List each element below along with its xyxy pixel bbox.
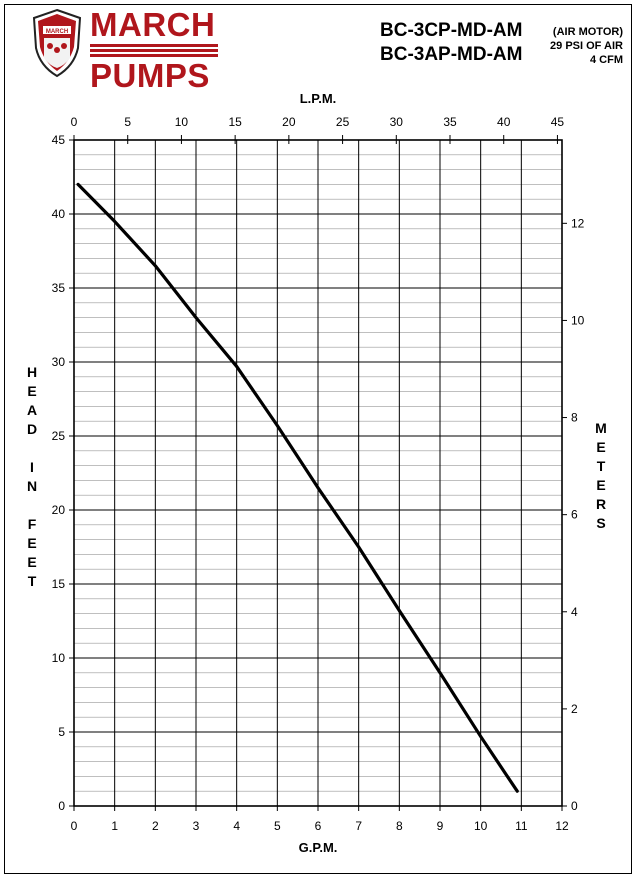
x-tick-label: 10: [474, 819, 488, 833]
x-axis-label-top: L.P.M.: [300, 91, 337, 106]
top-tick-label: 5: [124, 115, 131, 129]
y-tick-label: 20: [52, 503, 66, 517]
right-tick-label: 8: [571, 411, 578, 425]
brand-pumps: PUMPS: [90, 57, 210, 94]
y-tick-label: 0: [58, 799, 65, 813]
x-tick-label: 6: [315, 819, 322, 833]
right-tick-label: 4: [571, 605, 578, 619]
data-point: [195, 316, 197, 319]
brand-stripe-1: [90, 44, 218, 47]
right-tick-label: 6: [571, 508, 578, 522]
data-point: [317, 487, 319, 489]
top-tick-label: 20: [282, 115, 296, 129]
data-point: [439, 672, 441, 674]
x-tick-label: 5: [274, 819, 281, 833]
y-tick-label: 25: [52, 429, 66, 443]
y-axis-label-right: M E T E R S: [595, 420, 607, 531]
right-tick-label: 0: [571, 799, 578, 813]
brand-march: MARCH: [90, 6, 216, 43]
x-tick-label: 7: [355, 819, 362, 833]
air-flow: 4 CFM: [590, 54, 623, 66]
x-tick-label: 1: [111, 819, 118, 833]
data-point: [235, 365, 238, 368]
x-tick-label: 3: [193, 819, 200, 833]
x-tick-label: 8: [396, 819, 403, 833]
top-tick-label: 35: [443, 115, 457, 129]
y-tick-label: 40: [52, 207, 66, 221]
top-tick-label: 10: [175, 115, 189, 129]
data-point: [398, 609, 401, 612]
air-pressure: 29 PSI OF AIR: [550, 40, 623, 52]
y-tick-label: 30: [52, 355, 66, 369]
data-point: [516, 790, 519, 792]
x-tick-label: 4: [233, 819, 240, 833]
seal-text: MARCH: [46, 29, 68, 35]
top-tick-label: 0: [71, 115, 78, 129]
top-tick-label: 15: [228, 115, 242, 129]
motor-type: (AIR MOTOR): [552, 26, 623, 38]
y-tick-label: 5: [58, 725, 65, 739]
x-axis-label-bottom: G.P.M.: [299, 840, 338, 855]
data-point: [113, 220, 116, 223]
model-number-2: BC-3AP-MD-AM: [380, 44, 523, 65]
data-point: [479, 735, 482, 738]
y-tick-label: 45: [52, 133, 66, 147]
march-seal-logo: MARCH: [32, 8, 82, 78]
brand-wordmark: MARCH PUMPS: [90, 8, 218, 93]
brand-stripe-2: [90, 49, 218, 52]
performance-curve: [76, 182, 519, 793]
x-tick-label: 2: [152, 819, 159, 833]
top-tick-label: 45: [551, 115, 565, 129]
data-point: [77, 183, 79, 186]
right-tick-label: 10: [571, 313, 585, 327]
x-tick-label: 9: [437, 819, 444, 833]
y-axis-label-left: H E A D I N F E E T: [26, 364, 38, 589]
right-tick-label: 2: [571, 702, 578, 716]
model-number-1: BC-3CP-MD-AM: [380, 20, 523, 41]
brand-stripe-3: [90, 54, 218, 57]
x-tick-label: 11: [515, 819, 528, 833]
top-tick-label: 40: [497, 115, 511, 129]
x-tick-label: 0: [71, 819, 78, 833]
data-point: [357, 546, 360, 548]
right-tick-label: 12: [571, 216, 585, 230]
page-frame: [4, 4, 632, 874]
x-tick-label: 12: [555, 819, 569, 833]
y-tick-label: 35: [52, 281, 66, 295]
y-tick-label: 10: [52, 651, 66, 665]
top-tick-label: 30: [390, 115, 404, 129]
data-point: [154, 265, 157, 267]
y-tick-label: 15: [52, 577, 66, 591]
top-tick-label: 25: [336, 115, 350, 129]
data-point: [276, 424, 279, 427]
